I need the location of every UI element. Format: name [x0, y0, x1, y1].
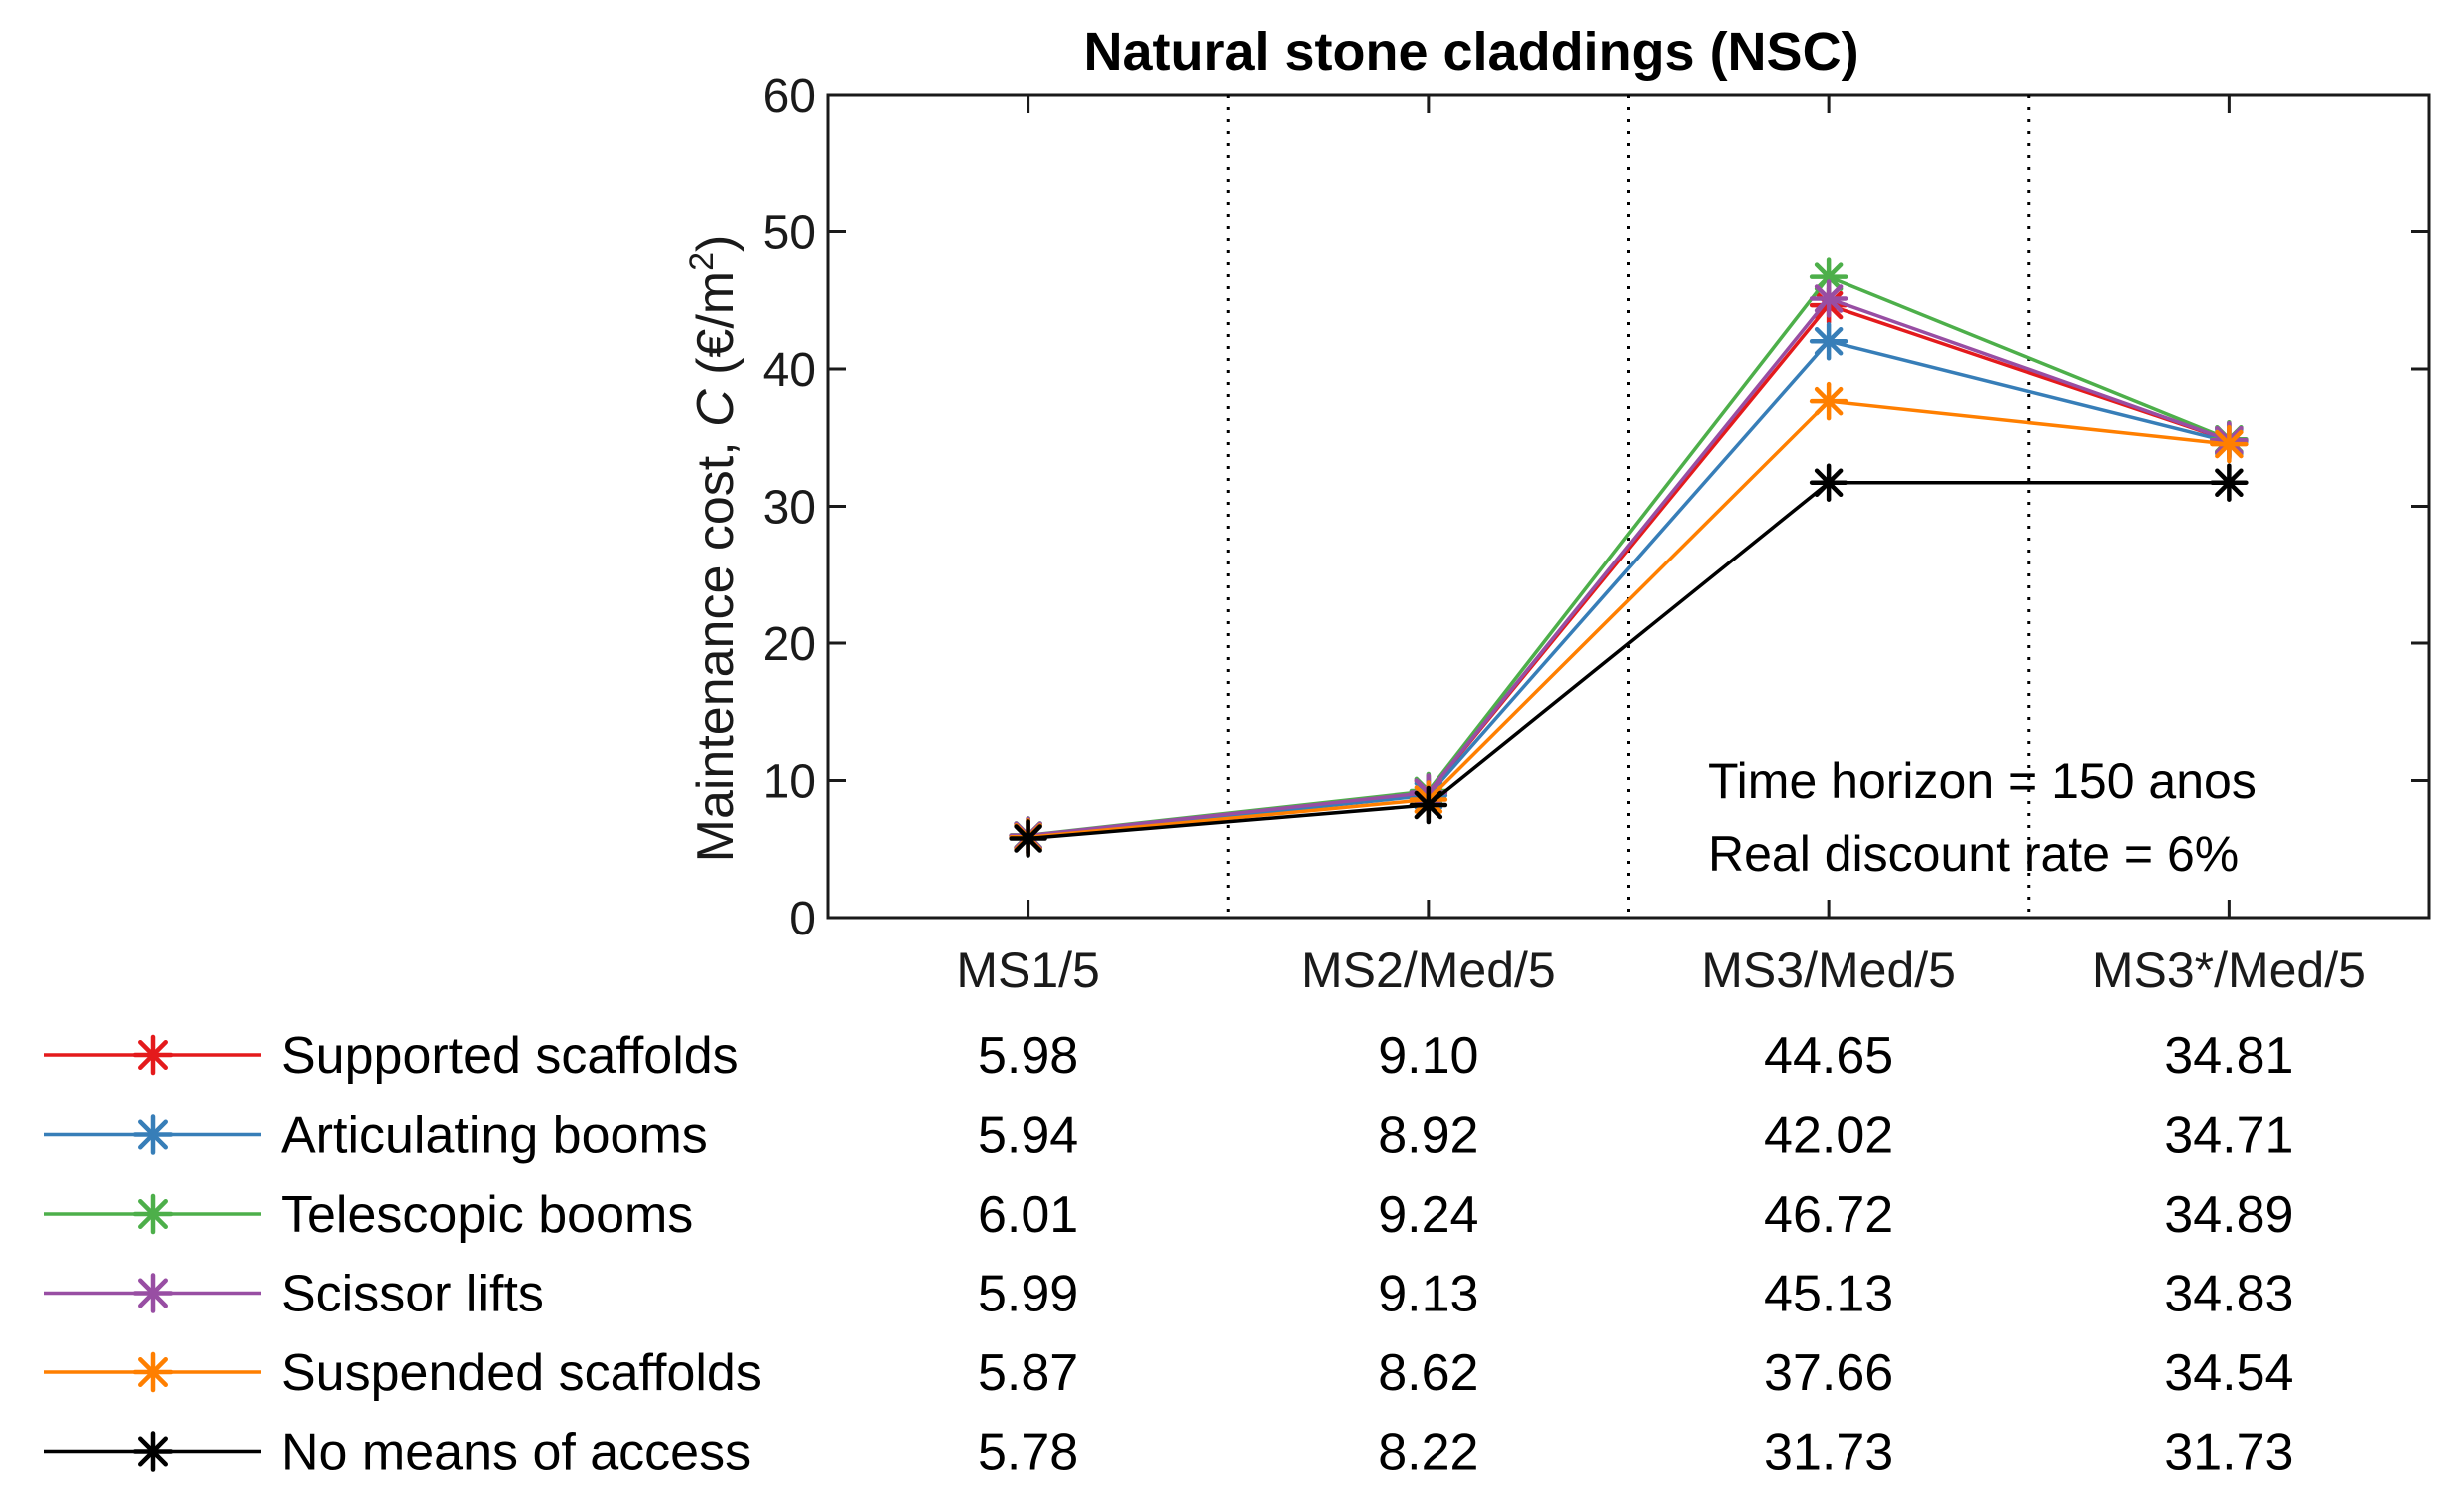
- annotation: Time horizon = 150 anos Real discount ra…: [1708, 753, 2257, 882]
- y-axis-label-close: ): [687, 235, 745, 252]
- value-cell-2-2: 46.72: [1764, 1186, 1893, 1244]
- value-cell-4-0: 5.87: [978, 1344, 1078, 1402]
- legend-marker-3: [132, 1273, 174, 1313]
- y-tick-label-50: 50: [763, 207, 816, 260]
- value-cell-5-0: 5.78: [978, 1424, 1078, 1482]
- value-cell-0-1: 9.10: [1378, 1027, 1478, 1085]
- value-cell-4-3: 34.54: [2164, 1344, 2293, 1402]
- y-axis-label-sup: 2: [683, 252, 721, 271]
- x-category-label-2: MS3/Med/5: [1701, 942, 1956, 998]
- y-tick-label-10: 10: [763, 756, 816, 809]
- legend-label-1: Articulating booms: [281, 1107, 708, 1165]
- value-cell-0-2: 44.65: [1764, 1027, 1893, 1085]
- series-line-4: [1027, 399, 2230, 840]
- series-5-point-1: [1409, 785, 1448, 825]
- y-tick-label-60: 60: [763, 70, 816, 123]
- legend-marker-5: [132, 1431, 174, 1472]
- series-line-3: [1027, 296, 2230, 838]
- legend-marker-0: [132, 1034, 174, 1076]
- value-cell-3-0: 5.99: [978, 1266, 1078, 1323]
- y-tick-label-30: 30: [763, 482, 816, 535]
- annotation-line-2: Real discount rate = 6%: [1708, 826, 2239, 882]
- legend-label-4: Suspended scaffolds: [281, 1344, 762, 1402]
- y-axis-label-unit: (€/m: [687, 271, 745, 389]
- legend-label-0: Supported scaffolds: [281, 1027, 739, 1085]
- value-cell-5-2: 31.73: [1764, 1424, 1893, 1482]
- value-cell-3-1: 9.13: [1378, 1266, 1478, 1323]
- legend-label-5: No means of access: [281, 1424, 751, 1482]
- legend-label-3: Scissor lifts: [281, 1266, 544, 1323]
- y-tick-label-20: 20: [763, 618, 816, 671]
- legend-marker-2: [132, 1193, 174, 1235]
- series-5-point-3: [2210, 463, 2249, 502]
- value-cell-5-3: 31.73: [2164, 1424, 2293, 1482]
- value-cell-0-0: 5.98: [978, 1027, 1078, 1085]
- x-category-label-1: MS2/Med/5: [1301, 942, 1556, 998]
- series-line-5: [1027, 480, 2230, 841]
- value-cell-3-3: 34.83: [2164, 1266, 2293, 1323]
- x-axis: MS1/5 MS2/Med/5 MS3/Med/5 MS3*/Med/5: [956, 95, 2366, 998]
- legend-table: Supported scaffolds 5.98 9.10 44.65 34.81 Art…: [44, 1027, 2293, 1482]
- x-category-label-3: MS3*/Med/5: [2092, 942, 2366, 998]
- value-cell-4-2: 37.66: [1764, 1344, 1893, 1402]
- value-cell-4-1: 8.62: [1378, 1344, 1478, 1402]
- annotation-line-1: Time horizon = 150 anos: [1708, 753, 2257, 809]
- y-axis-label-prefix: Maintenance cost,: [687, 427, 745, 862]
- legend-marker-1: [132, 1114, 174, 1155]
- y-tick-label-0: 0: [789, 893, 816, 945]
- value-cell-2-3: 34.89: [2164, 1186, 2293, 1244]
- series-1-point-2: [1809, 321, 1848, 361]
- value-cell-1-1: 8.92: [1378, 1107, 1478, 1165]
- series-group: [1009, 257, 2249, 858]
- chart-title: Natural stone claddings (NSC): [1083, 22, 1858, 82]
- legend-label-2: Telescopic booms: [281, 1186, 693, 1244]
- value-cell-1-3: 34.71: [2164, 1107, 2293, 1165]
- y-axis: 0 10 20 30 40 50 60: [763, 70, 2429, 945]
- series-4-point-2: [1809, 381, 1848, 421]
- value-cell-2-1: 9.24: [1378, 1186, 1478, 1244]
- series-line-1: [1027, 339, 2230, 839]
- series-4-point-3: [2210, 424, 2249, 464]
- value-cell-2-0: 6.01: [978, 1186, 1078, 1244]
- value-cell-1-0: 5.94: [978, 1107, 1078, 1165]
- value-cell-1-2: 42.02: [1764, 1107, 1893, 1165]
- series-5-point-0: [1009, 819, 1047, 858]
- value-cell-5-1: 8.22: [1378, 1424, 1478, 1482]
- x-category-label-0: MS1/5: [956, 942, 1100, 998]
- series-5-point-2: [1809, 463, 1848, 502]
- legend-marker-4: [132, 1351, 174, 1393]
- value-cell-0-3: 34.81: [2164, 1027, 2293, 1085]
- y-axis-label-var: C: [687, 389, 745, 427]
- series-3-point-2: [1809, 279, 1848, 318]
- value-cell-3-2: 45.13: [1764, 1266, 1893, 1323]
- y-axis-label: Maintenance cost, C (€/m2): [683, 235, 745, 863]
- y-tick-label-40: 40: [763, 344, 816, 397]
